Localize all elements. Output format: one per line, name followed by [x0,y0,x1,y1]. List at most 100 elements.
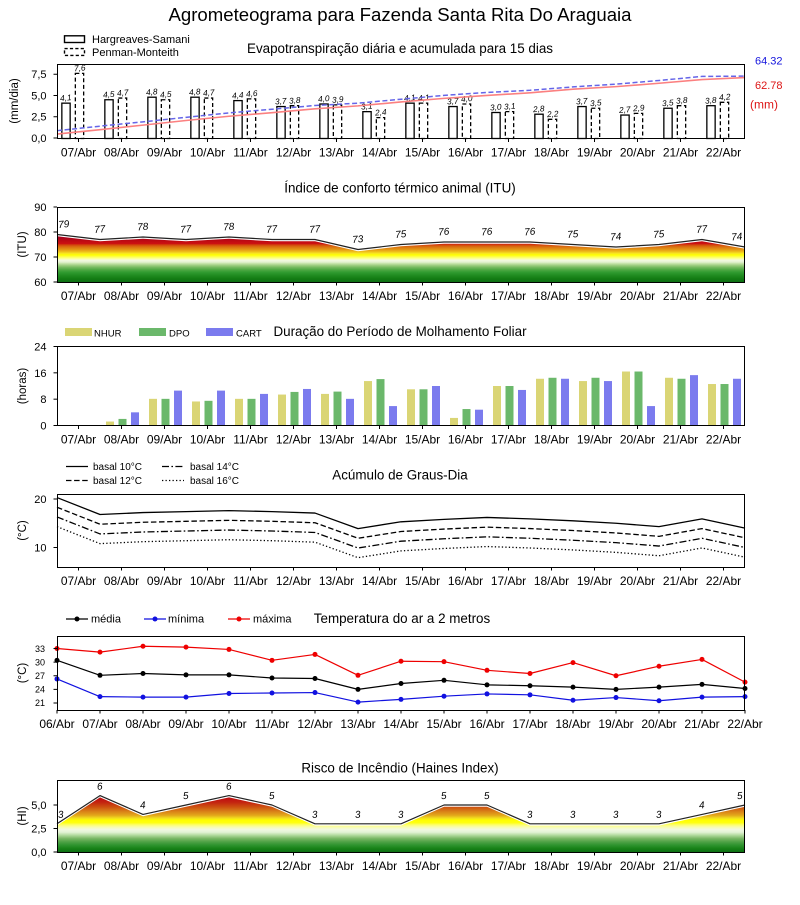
svg-text:18/Abr: 18/Abr [534,859,569,873]
svg-text:0: 0 [40,420,46,432]
svg-text:75: 75 [567,229,579,241]
svg-text:12/Abr: 12/Abr [276,146,311,160]
svg-text:08/Abr: 08/Abr [104,433,139,447]
svg-text:07/Abr: 07/Abr [61,433,96,447]
svg-text:3: 3 [312,810,319,821]
svg-text:5: 5 [441,791,448,802]
svg-text:15/Abr: 15/Abr [405,289,440,303]
svg-text:77: 77 [266,224,278,236]
svg-text:2,5: 2,5 [31,823,46,835]
svg-text:7,6: 7,6 [74,62,87,73]
svg-text:08/Abr: 08/Abr [104,574,139,588]
svg-text:78: 78 [137,222,149,234]
svg-text:Risco de Incêndio (Haines Inde: Risco de Incêndio (Haines Index) [301,761,498,776]
svg-text:10: 10 [34,542,46,554]
svg-text:média: média [91,614,122,626]
svg-text:08/Abr: 08/Abr [125,717,160,731]
svg-text:4,5: 4,5 [103,89,116,100]
svg-text:17/Abr: 17/Abr [491,574,526,588]
svg-text:15/Abr: 15/Abr [405,859,440,873]
svg-text:77: 77 [94,224,106,236]
svg-text:16/Abr: 16/Abr [448,574,483,588]
svg-text:09/Abr: 09/Abr [147,433,182,447]
svg-text:17/Abr: 17/Abr [491,433,526,447]
svg-text:basal 14°C: basal 14°C [190,462,239,473]
svg-text:14/Abr: 14/Abr [362,574,397,588]
svg-text:Penman-Monteith: Penman-Monteith [92,47,179,59]
svg-text:(ITU): (ITU) [17,231,29,257]
svg-text:16/Abr: 16/Abr [448,859,483,873]
svg-text:33: 33 [35,644,45,654]
svg-text:3: 3 [355,810,362,821]
svg-text:09/Abr: 09/Abr [147,146,182,160]
svg-text:16/Abr: 16/Abr [448,146,483,160]
svg-text:19/Abr: 19/Abr [577,289,612,303]
svg-text:4,1: 4,1 [404,92,416,103]
svg-text:13/Abr: 13/Abr [319,289,354,303]
svg-text:(°C): (°C) [17,663,29,684]
svg-text:11/Abr: 11/Abr [233,574,267,588]
svg-text:5: 5 [737,791,744,802]
svg-text:17/Abr: 17/Abr [491,146,526,160]
svg-text:15/Abr: 15/Abr [405,433,440,447]
svg-text:4,7: 4,7 [117,87,130,98]
svg-text:20/Abr: 20/Abr [641,717,676,731]
svg-text:10/Abr: 10/Abr [190,146,225,160]
svg-text:78: 78 [223,222,235,234]
svg-text:7,5: 7,5 [31,69,46,81]
svg-text:3,1: 3,1 [361,101,373,112]
svg-text:8: 8 [40,394,46,406]
svg-text:07/Abr: 07/Abr [61,289,96,303]
svg-text:Duração do Período de Molhamen: Duração do Período de Molhamento Foliar [273,324,527,339]
svg-text:18/Abr: 18/Abr [534,289,569,303]
svg-text:18/Abr: 18/Abr [534,433,569,447]
svg-text:30: 30 [35,657,45,667]
svg-text:14/Abr: 14/Abr [362,289,397,303]
svg-text:0,0: 0,0 [31,847,46,859]
svg-text:3,8: 3,8 [705,95,718,106]
svg-text:5: 5 [484,791,491,802]
svg-text:10/Abr: 10/Abr [211,717,246,731]
svg-text:mínima: mínima [168,614,205,626]
svg-text:2,9: 2,9 [632,102,646,113]
svg-text:90: 90 [34,202,46,214]
svg-text:20/Abr: 20/Abr [620,574,655,588]
svg-text:(horas): (horas) [17,368,29,405]
svg-text:13/Abr: 13/Abr [319,859,354,873]
svg-text:2,8: 2,8 [532,103,546,114]
svg-text:77: 77 [309,224,321,236]
svg-text:4,8: 4,8 [189,86,202,97]
svg-text:21/Abr: 21/Abr [663,289,698,303]
svg-text:08/Abr: 08/Abr [104,146,139,160]
svg-text:77: 77 [180,224,192,236]
svg-text:80: 80 [34,227,46,239]
svg-text:NHUR: NHUR [94,329,122,340]
svg-text:20/Abr: 20/Abr [620,289,655,303]
svg-text:CART: CART [236,329,262,340]
svg-text:12/Abr: 12/Abr [276,574,311,588]
svg-text:18/Abr: 18/Abr [555,717,590,731]
svg-text:(mm/dia): (mm/dia) [9,78,21,124]
svg-text:13/Abr: 13/Abr [340,717,375,731]
svg-text:16/Abr: 16/Abr [469,717,504,731]
svg-text:4,8: 4,8 [146,86,159,97]
svg-text:21/Abr: 21/Abr [663,146,698,160]
svg-text:5,0: 5,0 [31,800,46,812]
svg-text:21/Abr: 21/Abr [663,574,698,588]
svg-text:4,6: 4,6 [246,88,259,99]
svg-text:3,7: 3,7 [576,96,589,107]
svg-text:4: 4 [699,800,706,811]
svg-text:2,5: 2,5 [31,112,46,124]
svg-text:3: 3 [58,810,65,821]
svg-text:19/Abr: 19/Abr [598,717,633,731]
svg-text:07/Abr: 07/Abr [61,859,96,873]
svg-text:22/Abr: 22/Abr [706,146,741,160]
svg-text:3,0: 3,0 [490,101,503,112]
svg-text:15/Abr: 15/Abr [426,717,461,731]
svg-text:máxima: máxima [253,614,292,626]
svg-text:(HI): (HI) [17,806,29,825]
svg-text:14/Abr: 14/Abr [383,717,418,731]
svg-text:16: 16 [34,368,46,380]
svg-text:3,7: 3,7 [447,96,460,107]
svg-text:73: 73 [352,234,364,246]
